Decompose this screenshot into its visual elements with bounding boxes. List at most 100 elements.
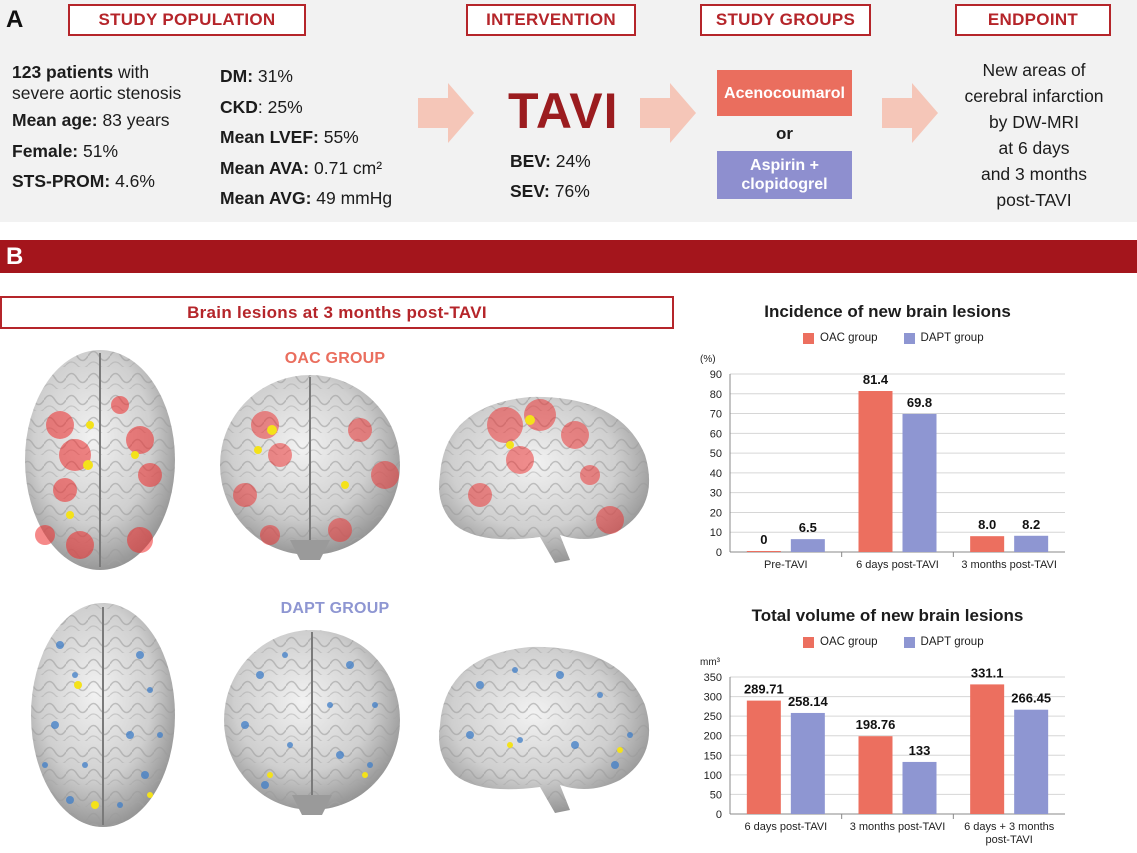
data-label: 289.71 [744,682,784,697]
legend-swatch-oac [803,332,814,344]
intervention-header: INTERVENTION [466,4,636,36]
panel-b-letter: B [6,243,24,270]
bar-dapt [790,712,825,814]
or-label: or [776,124,793,143]
x-tick-label: 6 days + 3 months post-TAVI [964,821,1055,846]
data-label: 133 [909,743,931,758]
legend-label-dapt: DAPT group [920,636,984,648]
volume-chart: mm³ 0 50 100 150 200 250 300 350 289.71 258.14 6 da… [700,657,1065,846]
oac-brain-top-view [25,350,175,570]
chart1-title: Incidence of new brain lesions [764,302,1011,321]
data-label: 198.76 [856,717,896,732]
oac-brain-side-view [439,396,650,563]
intervention-name: TAVI [508,83,619,139]
panel-b-bar [0,240,1137,273]
y-tick-label: 250 [704,711,722,723]
valve-line: BEV: 24% [510,151,591,171]
population-line: STS-PROM: 4.6% [12,171,155,191]
data-label: 258.14 [788,694,829,709]
chart2-title: Total volume of new brain lesions [751,606,1024,625]
bar-dapt [790,539,825,552]
legend-swatch-dapt [903,636,915,648]
population-left-list: 123 patients with severe aortic stenosis… [12,62,181,196]
y-tick-label: 80 [710,389,722,401]
population-line: Mean AVA: 0.71 cm² [220,157,383,178]
y-tick-label: 350 [704,672,722,684]
oac-group-label: OAC GROUP [284,350,386,367]
endpoint-line: post-TAVI [996,190,1072,210]
population-line: Mean LVEF: 55% [220,127,359,147]
endpoint-line: New areas of [982,60,1086,80]
bar-oac [970,536,1005,552]
group2-line1: Aspirin + [750,157,819,174]
y-tick-label: 60 [710,428,722,440]
group2-line2: clopidogrel [741,176,828,193]
y-tick-label: 0 [716,547,722,559]
bar-oac [970,684,1005,814]
y-tick-label: 30 [710,488,722,500]
oac-brain-front-view [220,375,400,560]
legend-label-oac: OAC group [820,636,878,648]
y-tick-label: 300 [704,692,722,704]
y-tick-label: 90 [710,369,722,381]
study-groups-header: STUDY GROUPS [700,4,871,36]
data-label: 266.45 [1011,691,1051,706]
x-tick-label: 6 days post-TAVI [744,821,827,833]
panel-a [0,0,1137,222]
data-label: 8.0 [978,517,996,532]
bar-oac [858,391,893,552]
y-tick-label: 100 [704,770,722,782]
valve-type-list: BEV: 24% SEV: 76% [510,146,591,206]
y-tick-label: 50 [710,789,722,801]
y-axis-label: mm³ [700,657,721,668]
endpoint-line: cerebral infarction [964,86,1104,106]
bar-dapt [902,761,937,814]
population-line: Mean AVG: 49 mmHg [220,188,393,208]
data-label: 0 [760,532,767,547]
data-label: 6.5 [799,520,817,535]
endpoint-line: and 3 months [980,164,1088,184]
legend-label-dapt: DAPT group [920,332,984,344]
data-label: 331.1 [971,665,1004,680]
dapt-brain-top-view [31,603,175,827]
flow-arrow-icon [418,83,474,143]
dapt-brain-front-view [224,630,400,815]
y-tick-label: 70 [710,409,722,421]
bar-oac [858,736,893,814]
population-line: Mean age: 83 years [12,110,170,130]
population-line: Female: 51% [12,141,119,161]
data-label: 69.8 [907,395,932,410]
population-line: DM: 31% [220,66,293,86]
population-line: CKD: 25% [220,96,303,117]
y-tick-label: 200 [704,731,722,743]
legend-swatch-oac [803,636,814,648]
endpoint-text: New areas of cerebral infarction by DW-M… [944,57,1124,213]
y-tick-label: 20 [710,507,722,519]
data-label: 81.4 [863,372,889,387]
population-right-list: DM: 31% CKD: 25% Mean LVEF: 55% Mean AVA… [220,61,392,214]
y-tick-label: 0 [716,809,722,821]
x-tick-label: 3 months post-TAVI [961,559,1057,571]
x-tick-label: 6 days post-TAVI [856,559,939,571]
endpoint-line: at 6 days [998,138,1070,158]
endpoint-line: by DW-MRI [988,112,1080,132]
y-tick-label: 10 [710,527,722,539]
chart2-legend: OAC group DAPT group [803,636,984,648]
x-tick-label: Pre-TAVI [764,559,808,571]
flow-arrow-icon [640,83,696,143]
incidence-chart: (%) 0 10 20 30 40 50 60 70 80 90 0 6.5 Pre-TAVI 81.4 69… [700,354,1065,571]
population-line: severe aortic stenosis [12,83,182,103]
dapt-group-label: DAPT GROUP [280,600,390,617]
bar-oac [746,551,781,552]
panel-a-letter: A [6,6,24,33]
brain-lesions-header: Brain lesions at 3 months post-TAVI [0,296,674,329]
y-tick-label: 40 [710,468,722,480]
brain-images [25,350,650,827]
population-line: 123 patients with [12,62,150,82]
bar-dapt [1014,709,1049,814]
legend-swatch-dapt [903,332,915,344]
y-axis-label: (%) [700,354,716,365]
data-label: 8.2 [1022,517,1040,532]
y-tick-label: 50 [710,448,722,460]
aspirin-clopidogrel-group-box: Aspirin + clopidogrel [717,151,852,199]
